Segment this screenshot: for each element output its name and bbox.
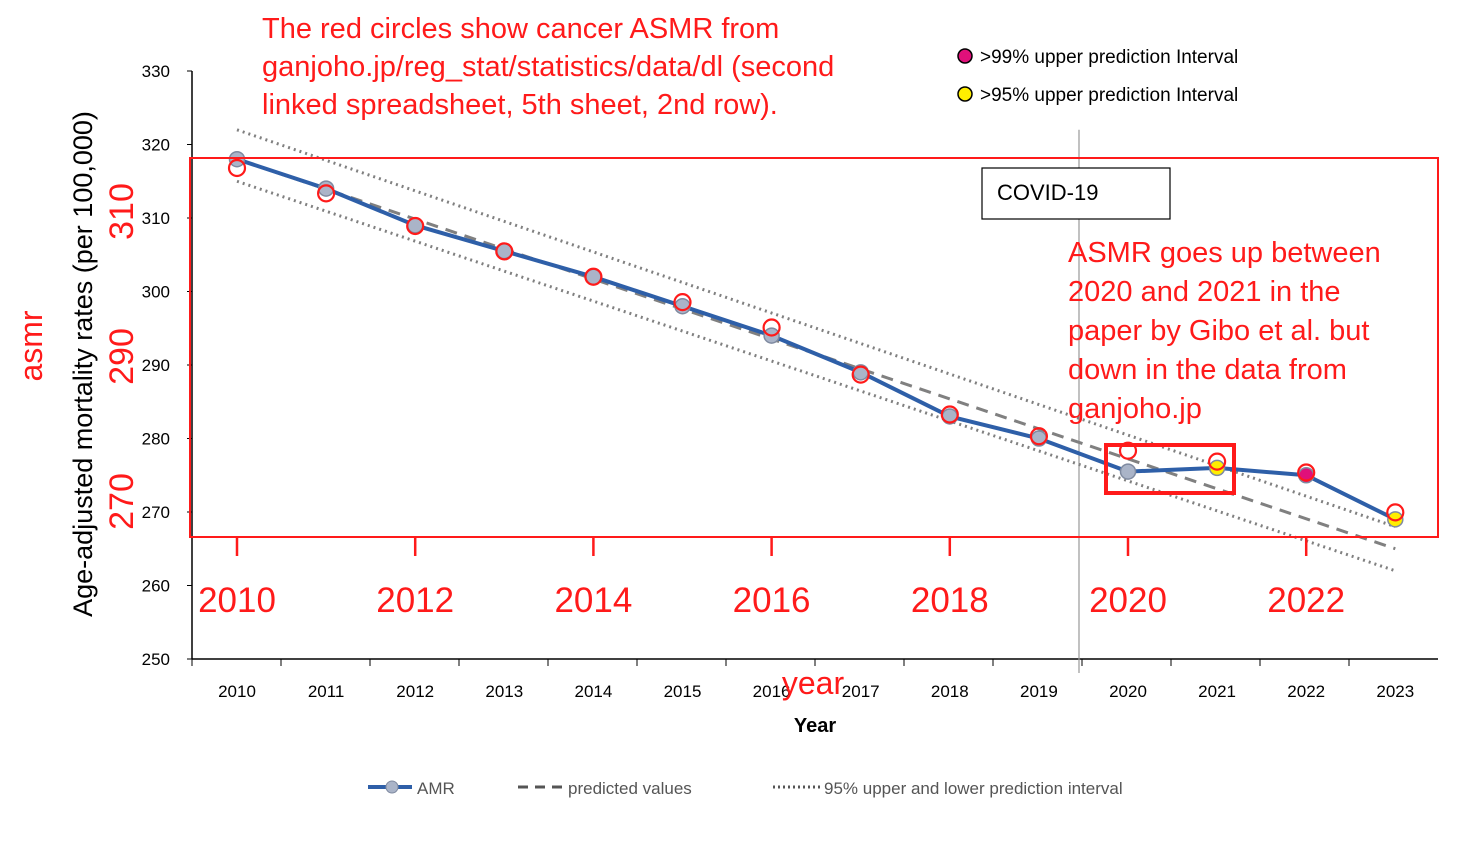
marker-legend-dot (957, 48, 973, 64)
top-note-line: linked spreadsheet, 5th sheet, 2nd row). (262, 89, 778, 121)
marker-legend-label: >99% upper prediction Interval (980, 47, 1238, 68)
covid-label: COVID-19 (997, 180, 1098, 205)
original-chart: 250 260 270 280 290 300 310 320 330 2010 2011 2012 2… (68, 47, 1438, 737)
amr-point (1208, 459, 1226, 477)
covid-box (981, 167, 1171, 220)
x-tick-label: 2018 (931, 682, 969, 701)
asmr-point (1207, 452, 1227, 471)
y-tick-label: 250 (142, 650, 170, 669)
x-axis-title: Year (794, 715, 836, 737)
x-tick-label: 2010 (218, 682, 256, 701)
overlay-x-tick-label: 2016 (733, 581, 811, 620)
highlight-box (1104, 443, 1236, 495)
y-tick-label: 280 (142, 430, 170, 449)
amr-point (1119, 463, 1137, 480)
asmr-point (940, 405, 959, 424)
asmr-point (851, 365, 870, 384)
x-tick-label: 2017 (842, 682, 880, 701)
overlay-x-tick-label: 2014 (554, 581, 632, 620)
legend-interval-label: 95% upper and lower prediction interval (824, 779, 1123, 798)
overlay-y-tick-label: 310 (103, 183, 141, 240)
asmr-point (762, 318, 781, 337)
asmr-point (1029, 427, 1049, 446)
x-tick-label: 2020 (1109, 682, 1147, 701)
marker-legend-label: >95% upper prediction Interval (980, 85, 1238, 106)
overlay-y-tick-label: 270 (103, 473, 141, 530)
overlay-x-tick-label: 2018 (911, 581, 989, 620)
asmr-point (1386, 503, 1405, 522)
y-tick-label: 320 (142, 136, 170, 155)
amr-point (674, 297, 691, 315)
x-tick-label: 2012 (396, 682, 434, 701)
side-note-line: ASMR goes up between (1068, 237, 1381, 269)
y-tick-label: 260 (142, 577, 170, 596)
x-tick-label: 2013 (485, 682, 523, 701)
legend-amr-marker (385, 780, 399, 794)
overlay-x-tick-label: 2022 (1267, 581, 1345, 620)
x-tick-label: 2016 (753, 682, 791, 701)
upper-prediction-interval (236, 128, 1396, 529)
side-note-line: down in the data from (1068, 354, 1347, 386)
overlay-plot-frame (189, 157, 1439, 538)
x-tick-label: 2011 (308, 682, 345, 701)
y-tick-label: 310 (142, 209, 170, 228)
asmr-point (673, 293, 692, 312)
x-tick-label: 2019 (1020, 682, 1058, 701)
overlay-x-axis-title: year (782, 665, 845, 701)
y-tick-label: 330 (142, 62, 170, 81)
asmr-point (584, 267, 603, 286)
side-note-line: 2020 and 2021 in the (1068, 276, 1341, 308)
overlay-x-tick-label: 2010 (198, 581, 276, 620)
amr-line (236, 157, 1397, 522)
x-tick-label: 2021 (1198, 682, 1236, 701)
legend-amr-label: AMR (417, 779, 455, 798)
asmr-point (227, 158, 247, 178)
x-tick-label: 2015 (664, 682, 702, 701)
overlay-x-tick-label: 2020 (1089, 581, 1167, 620)
y-tick-label: 290 (142, 356, 170, 375)
side-note: ASMR goes up between 2020 and 2021 in th… (1068, 234, 1381, 429)
asmr-point (495, 242, 514, 261)
overlay-chart: 2010 2012 2014 2016 2018 2020 2022 270 290 310 yea… (13, 157, 1439, 701)
asmr-point (406, 216, 425, 236)
asmr-point (1297, 463, 1316, 482)
asmr-point (1118, 441, 1138, 460)
marker-legend-dot (957, 86, 973, 102)
side-note-line: ganjoho.jp (1068, 393, 1202, 425)
y-tick-label: 300 (142, 283, 170, 302)
x-tick-label: 2022 (1287, 682, 1325, 701)
x-tick-label: 2023 (1376, 682, 1414, 701)
top-note: The red circles show cancer ASMR from ga… (262, 10, 834, 124)
side-note-line: paper by Gibo et al. but (1068, 315, 1370, 347)
top-note-line: The red circles show cancer ASMR from (262, 13, 780, 45)
overlay-y-axis-title: asmr (13, 310, 49, 381)
asmr-point (317, 184, 336, 203)
legend: AMR predicted values 95% upper and lower p… (368, 779, 1123, 798)
y-tick-label: 270 (142, 503, 170, 522)
overlay-x-tick-label: 2012 (376, 581, 454, 620)
top-note-line: ganjoho.jp/reg_stat/statistics/data/dl (… (262, 51, 835, 83)
y-axis-title: Age-adjusted mortality rates (per 100,00… (68, 111, 98, 617)
overlay-y-tick-label: 290 (103, 328, 141, 385)
x-tick-label: 2014 (574, 682, 612, 701)
legend-predicted-label: predicted values (568, 779, 692, 798)
